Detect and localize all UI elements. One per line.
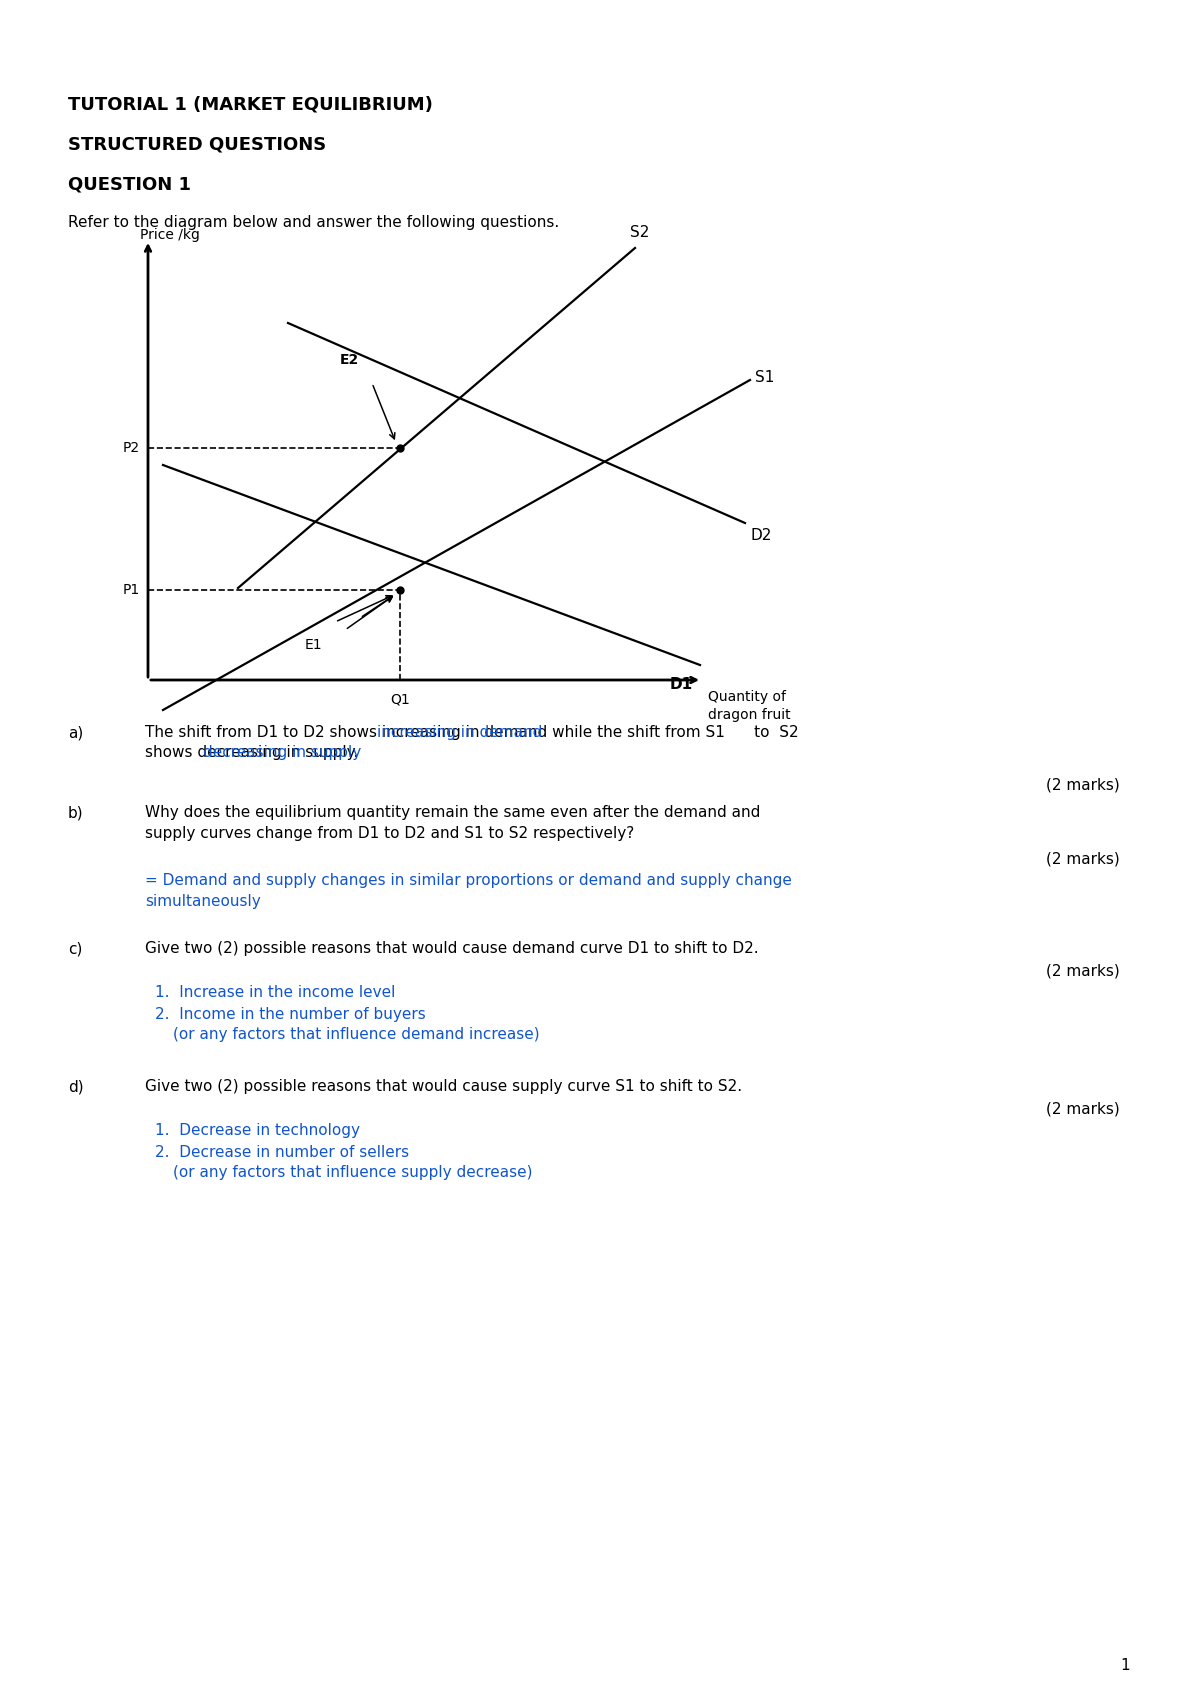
Text: Give two (2) possible reasons that would cause demand curve D1 to shift to D2.: Give two (2) possible reasons that would…: [145, 941, 758, 956]
Text: E1: E1: [305, 638, 323, 652]
Text: = Demand and supply changes in similar proportions or demand and supply change
s: = Demand and supply changes in similar p…: [145, 873, 792, 908]
Text: QUESTION 1: QUESTION 1: [68, 175, 191, 194]
Text: shows decreasing in supply.: shows decreasing in supply.: [145, 745, 359, 761]
Text: Why does the equilibrium quantity remain the same even after the demand and
supp: Why does the equilibrium quantity remain…: [145, 805, 761, 841]
Text: (2 marks): (2 marks): [1046, 778, 1120, 791]
Text: 1: 1: [1121, 1657, 1130, 1673]
Text: d): d): [68, 1078, 84, 1094]
Text: The shift from D1 to D2 shows increasing in demand while the shift from S1      : The shift from D1 to D2 shows increasing…: [145, 725, 799, 740]
Text: S2: S2: [630, 226, 649, 239]
Text: Refer to the diagram below and answer the following questions.: Refer to the diagram below and answer th…: [68, 216, 559, 229]
Text: b): b): [68, 805, 84, 820]
Text: P1: P1: [122, 582, 140, 598]
Text: 2.  Income in the number of buyers: 2. Income in the number of buyers: [155, 1007, 426, 1022]
Text: Price /kg: Price /kg: [140, 228, 200, 243]
Text: S1: S1: [755, 370, 774, 385]
Text: a): a): [68, 725, 83, 740]
Text: 2.  Decrease in number of sellers: 2. Decrease in number of sellers: [155, 1144, 409, 1160]
Text: TUTORIAL 1 (MARKET EQUILIBRIUM): TUTORIAL 1 (MARKET EQUILIBRIUM): [68, 95, 433, 114]
Text: (2 marks): (2 marks): [1046, 851, 1120, 866]
Text: E2: E2: [340, 353, 359, 367]
Text: (2 marks): (2 marks): [1046, 1100, 1120, 1116]
Text: D1: D1: [670, 678, 694, 693]
Text: increasing in demand: increasing in demand: [377, 725, 542, 740]
Text: (or any factors that influence supply decrease): (or any factors that influence supply de…: [173, 1165, 533, 1180]
Text: Q1: Q1: [390, 693, 410, 706]
Text: D2: D2: [750, 528, 772, 543]
Text: Give two (2) possible reasons that would cause supply curve S1 to shift to S2.: Give two (2) possible reasons that would…: [145, 1078, 742, 1094]
Text: (2 marks): (2 marks): [1046, 963, 1120, 978]
Text: 1.  Increase in the income level: 1. Increase in the income level: [155, 985, 395, 1000]
Text: P2: P2: [122, 441, 140, 455]
Text: Quantity of
dragon fruit: Quantity of dragon fruit: [708, 689, 791, 722]
Text: c): c): [68, 941, 83, 956]
Text: (or any factors that influence demand increase): (or any factors that influence demand in…: [173, 1027, 540, 1043]
Text: STRUCTURED QUESTIONS: STRUCTURED QUESTIONS: [68, 136, 326, 153]
Text: 1.  Decrease in technology: 1. Decrease in technology: [155, 1122, 360, 1138]
Text: decreasing in supply: decreasing in supply: [203, 745, 361, 761]
